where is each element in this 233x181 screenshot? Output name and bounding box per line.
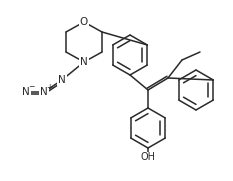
Text: −: − <box>28 83 34 92</box>
Text: N: N <box>80 57 88 67</box>
Text: OH: OH <box>140 152 155 162</box>
Text: N: N <box>22 87 30 97</box>
Text: +: + <box>46 83 52 92</box>
Text: N: N <box>58 75 66 85</box>
Text: O: O <box>80 17 88 27</box>
Text: N: N <box>40 87 48 97</box>
